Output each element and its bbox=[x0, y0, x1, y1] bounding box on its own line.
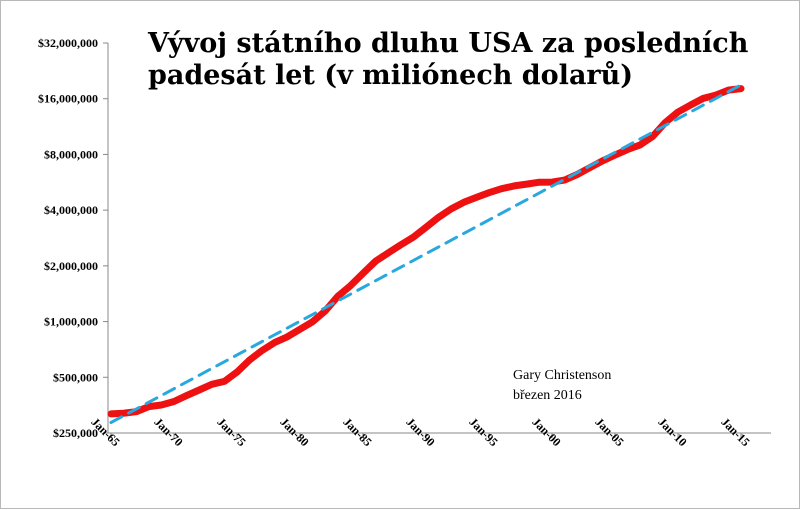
x-tick-label: Jan-05 bbox=[592, 415, 626, 449]
y-tick-labels: $250,000 $500,000 $1,000,000 $2,000,000 $4,0… bbox=[38, 36, 98, 440]
trend-line bbox=[109, 83, 743, 424]
x-tick-label: Jan-80 bbox=[277, 415, 311, 449]
y-tick-label: $8,000,000 bbox=[44, 147, 98, 161]
y-tick-label: $250,000 bbox=[53, 426, 98, 440]
x-tick-label: Jan-15 bbox=[718, 415, 752, 449]
date-note: březen 2016 bbox=[513, 388, 582, 403]
series-lines bbox=[107, 83, 745, 424]
x-tick-label: Jan-10 bbox=[655, 415, 689, 449]
y-tick-label: $2,000,000 bbox=[44, 259, 98, 273]
axes bbox=[103, 42, 771, 438]
chart-title-line-2: padesát let (v miliónech dolarů) bbox=[148, 59, 633, 91]
x-tick-label: Jan-75 bbox=[214, 415, 248, 449]
y-tick-label: $16,000,000 bbox=[38, 92, 98, 106]
x-tick-label: Jan-70 bbox=[151, 415, 185, 449]
x-tick-label: Jan-90 bbox=[403, 415, 437, 449]
y-tick-label: $1,000,000 bbox=[44, 315, 98, 329]
y-tick-label: $32,000,000 bbox=[38, 36, 98, 50]
chart-title-line-1: Vývoj státního dluhu USA za posledních bbox=[147, 28, 749, 59]
x-tick-label: Jan-85 bbox=[340, 415, 374, 449]
x-tick-label: Jan-95 bbox=[466, 415, 500, 449]
y-tick-label: $500,000 bbox=[53, 370, 98, 384]
y-tick-label: $4,000,000 bbox=[44, 203, 98, 217]
x-tick-labels: Jan-65 Jan-70 Jan-75 Jan-80 Jan-85 Jan-90 Jan-… bbox=[88, 415, 752, 449]
x-tick-label: Jan-00 bbox=[529, 415, 563, 449]
author-note: Gary Christenson bbox=[513, 368, 611, 383]
debt-line bbox=[107, 85, 745, 418]
